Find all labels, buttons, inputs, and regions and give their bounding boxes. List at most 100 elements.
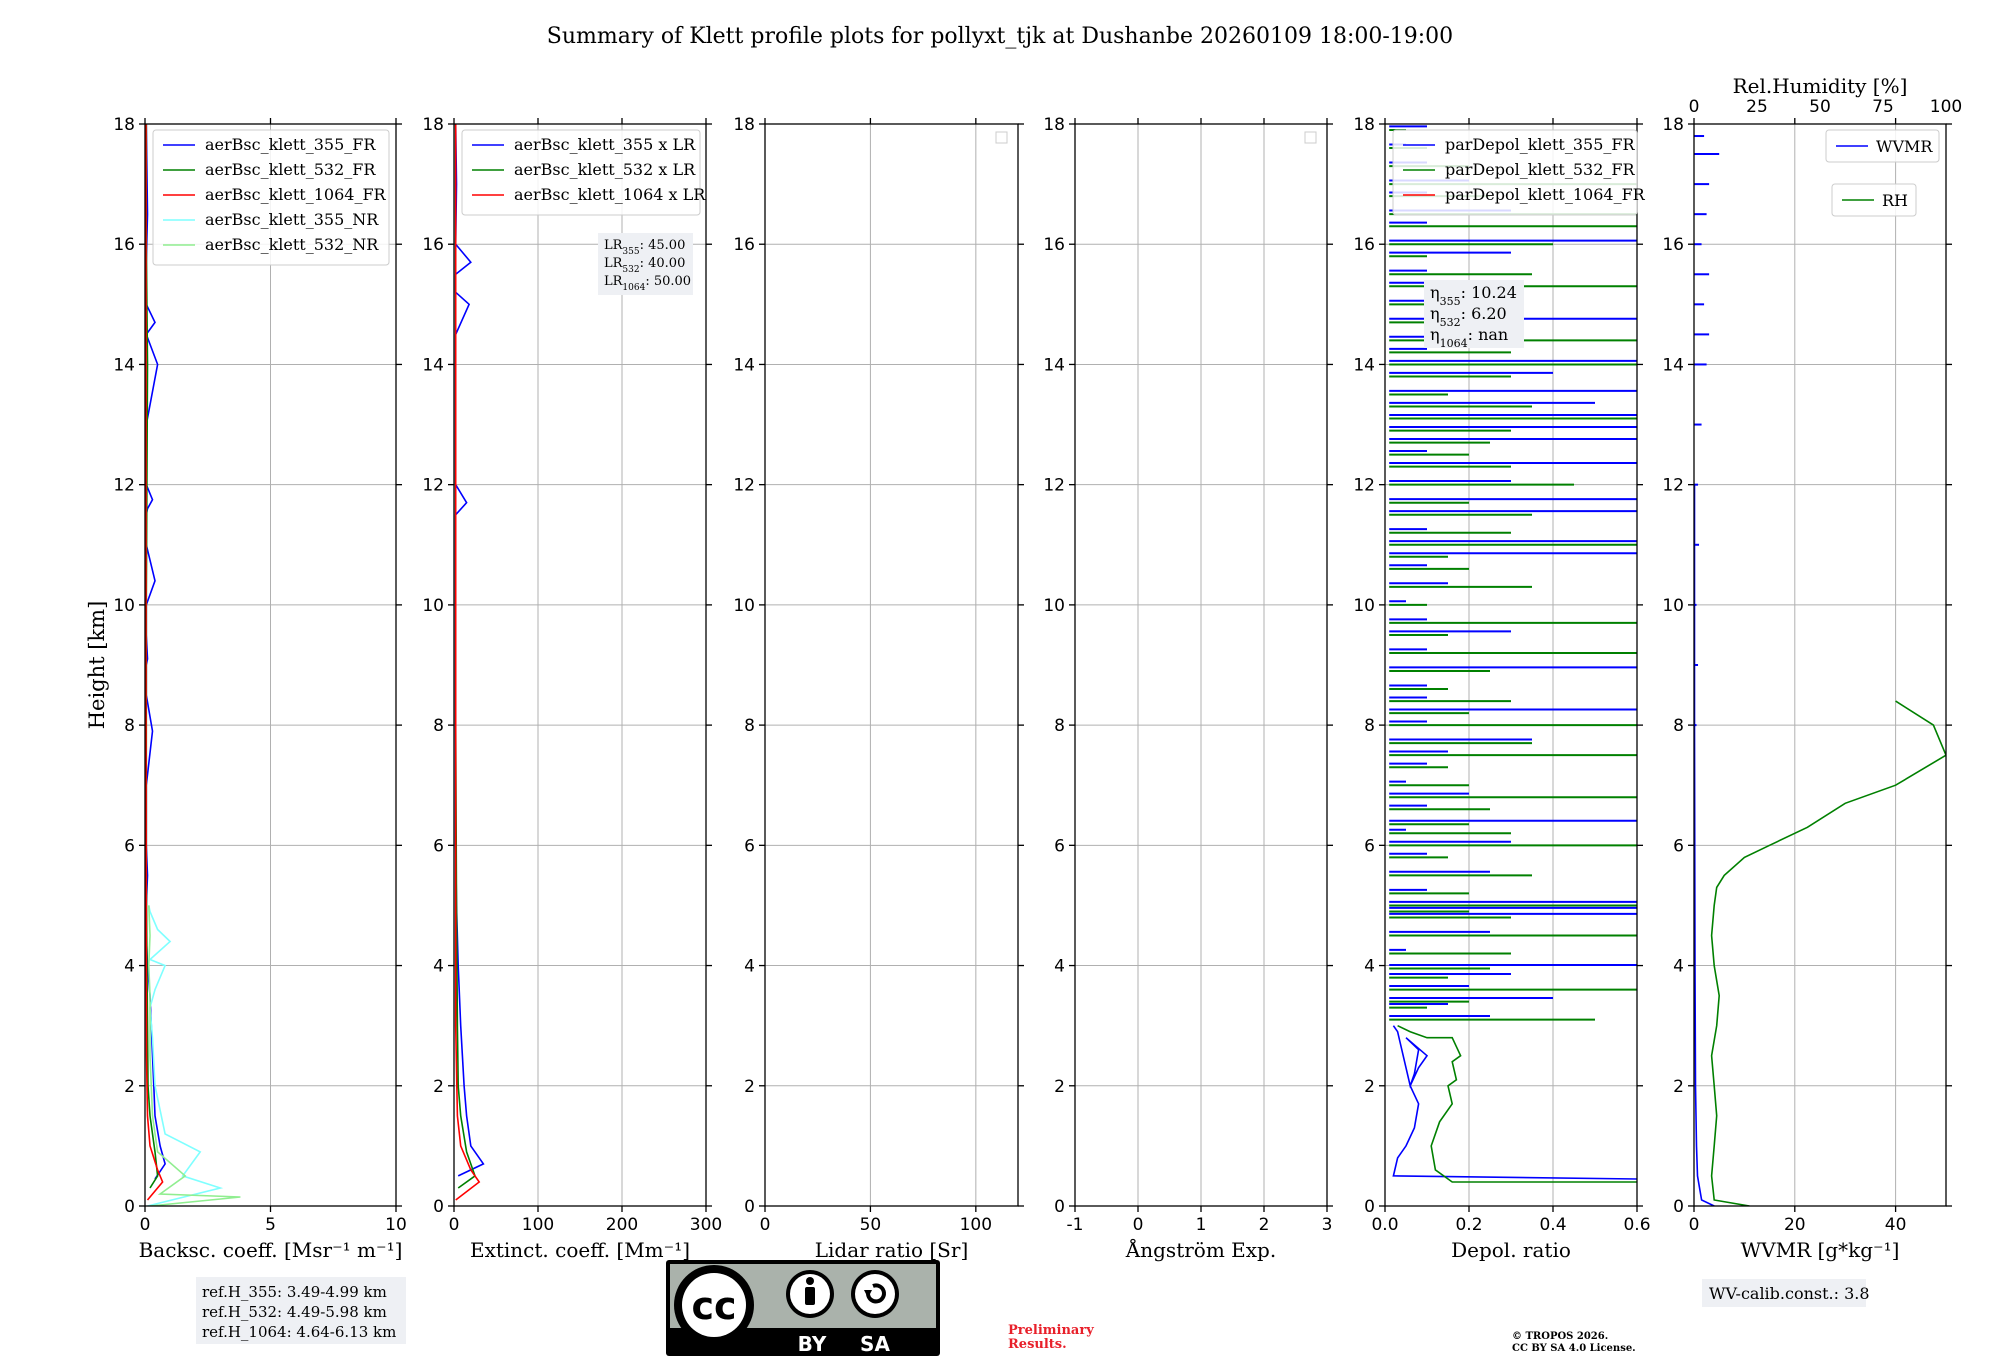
cc-logo-text: cc <box>691 1284 736 1328</box>
y-tick-label: 10 <box>733 596 755 616</box>
x-tick-label: 100 <box>522 1215 554 1235</box>
y-tick-label: 6 <box>1054 836 1065 856</box>
y-tick-label: 14 <box>1662 355 1684 375</box>
y-tick-label: 8 <box>433 716 444 736</box>
wv-calib-label: WV-calib.const.: 3.8 <box>1709 1284 1870 1303</box>
by-icon-head <box>806 1277 814 1285</box>
lidar-ratio-note-box <box>598 233 693 295</box>
x-tick-label: -1 <box>1067 1215 1084 1235</box>
x-tick-label: 2 <box>1259 1215 1270 1235</box>
y-tick-label: 16 <box>1043 235 1065 255</box>
y-tick-label: 16 <box>1662 235 1684 255</box>
y-tick-label: 0 <box>1673 1197 1684 1217</box>
y-tick-label: 2 <box>124 1077 135 1097</box>
y-tick-label: 14 <box>1353 355 1375 375</box>
panel-2: 0 100 200 300 0 2 4 6 8 10 12 14 16 18 Extinct. coeff.… <box>422 115 722 1262</box>
y-tick-label: 8 <box>124 716 135 736</box>
cc-circle-inner <box>682 1273 746 1337</box>
y-tick-label: 12 <box>1043 476 1065 496</box>
angstrom-exponent-label: η355: 10.24 <box>1430 283 1517 308</box>
series-line-aerBsc_klett_1064 x LR <box>454 124 481 1201</box>
x-tick-label: 1 <box>1196 1215 1207 1235</box>
y-tick-label: 10 <box>1662 596 1684 616</box>
top-tick-label: 75 <box>1872 97 1894 117</box>
ref-heights-note: ref.H_355: 3.49-4.99 km ref.H_532: 4.49-… <box>196 1277 406 1344</box>
angstrom-exponent-label: η1064: nan <box>1430 325 1508 350</box>
legend-label: parDepol_klett_532_FR <box>1445 160 1636 179</box>
x-tick-label: 10 <box>385 1215 407 1235</box>
plot-area <box>1694 135 1946 1206</box>
panel-3: 0 50 100 0 2 4 6 8 10 12 14 16 18 Lidar ratio [Sr] <box>733 115 1024 1262</box>
by-icon-body <box>805 1287 815 1305</box>
ref-height-532: ref.H_532: 4.49-5.98 km <box>202 1303 387 1321</box>
y-tick-label: 14 <box>422 355 444 375</box>
y-tick-label: 10 <box>422 596 444 616</box>
y-tick-label: 18 <box>422 115 444 135</box>
y-tick-label: 2 <box>744 1077 755 1097</box>
legend-label: RH <box>1882 191 1908 210</box>
x-axis-label: Depol. ratio <box>1451 1238 1571 1262</box>
x-tick-label: 20 <box>1784 1215 1806 1235</box>
y-tick-label: 10 <box>1353 596 1375 616</box>
y-tick-label: 6 <box>1364 836 1375 856</box>
y-tick-label: 4 <box>433 957 444 977</box>
plot-area <box>1389 125 1637 1183</box>
top-tick-label: 50 <box>1809 97 1831 117</box>
y-tick-label: 10 <box>1043 596 1065 616</box>
y-tick-label: 12 <box>422 476 444 496</box>
legend-label: aerBsc_klett_355 x LR <box>514 135 696 154</box>
x-tick-label: 300 <box>690 1215 722 1235</box>
x-tick-label: 0 <box>1689 1215 1700 1235</box>
y-tick-label: 6 <box>744 836 755 856</box>
ref-heights-box <box>196 1277 406 1344</box>
x-tick-label: 5 <box>265 1215 276 1235</box>
wv-calib-box <box>1702 1279 1866 1307</box>
x-axis-label: WVMR [g*kg⁻¹] <box>1741 1238 1900 1262</box>
y-axis-label: Height [km] <box>85 601 109 730</box>
legend-label: aerBsc_klett_1064_FR <box>205 185 387 204</box>
series-line-parDepol_klett_532_FR <box>1397 1024 1637 1183</box>
series-line-RH <box>1710 700 1946 1206</box>
legend-label: aerBsc_klett_355_NR <box>205 210 379 229</box>
ref-height-355: ref.H_355: 3.49-4.99 km <box>202 1283 387 1301</box>
preliminary-line-1: Preliminary <box>1008 1323 1094 1338</box>
x-tick-label: 0.6 <box>1623 1215 1650 1235</box>
axes-frame <box>764 123 1019 1207</box>
y-tick-label: 6 <box>433 836 444 856</box>
lidar-ratio-label: LR1064: 50.00 <box>604 274 691 293</box>
y-tick-label: 2 <box>1054 1077 1065 1097</box>
x-tick-label: 40 <box>1885 1215 1907 1235</box>
empty-legend-box <box>995 131 1008 144</box>
cc-by-sa-badge: cc BY SA <box>666 1260 940 1356</box>
legend-box <box>1825 129 1940 163</box>
y-tick-label: 10 <box>113 596 135 616</box>
axes-frame <box>453 123 707 1207</box>
y-tick-label: 4 <box>1673 957 1684 977</box>
y-tick-label: 18 <box>1043 115 1065 135</box>
series-line-aerBsc_klett_355 x LR <box>454 124 485 1177</box>
panel-1: 0 5 10 0 2 4 6 8 10 12 14 16 18 Backsc. coeff. [Msr⁻¹… <box>85 115 407 1262</box>
y-tick-label: 12 <box>733 476 755 496</box>
angstrom-exponent-label: η532: 6.20 <box>1430 304 1507 329</box>
y-tick-label: 16 <box>733 235 755 255</box>
y-tick-label: 4 <box>124 957 135 977</box>
figure-title: Summary of Klett profile plots for polly… <box>547 24 1453 49</box>
legend-label: aerBsc_klett_355_FR <box>205 135 376 154</box>
x-tick-label: 0 <box>140 1215 151 1235</box>
x-tick-label: 0 <box>1133 1215 1144 1235</box>
legend-box <box>461 129 701 216</box>
top-tick-label: 25 <box>1746 97 1768 117</box>
sa-label: SA <box>860 1332 890 1356</box>
x-tick-label: 3 <box>1322 1215 1333 1235</box>
top-tick-label: 0 <box>1689 97 1700 117</box>
y-tick-label: 14 <box>733 355 755 375</box>
sa-icon <box>855 1274 895 1314</box>
top-axis-label: Rel.Humidity [%] <box>1733 74 1908 98</box>
y-tick-label: 6 <box>124 836 135 856</box>
copyright-line-1: © TROPOS 2026. <box>1512 1331 1608 1342</box>
legend-label: aerBsc_klett_1064 x LR <box>514 185 706 204</box>
y-tick-label: 4 <box>744 957 755 977</box>
y-tick-label: 2 <box>433 1077 444 1097</box>
series-line-aerBsc_klett_355_FR <box>145 124 166 1180</box>
